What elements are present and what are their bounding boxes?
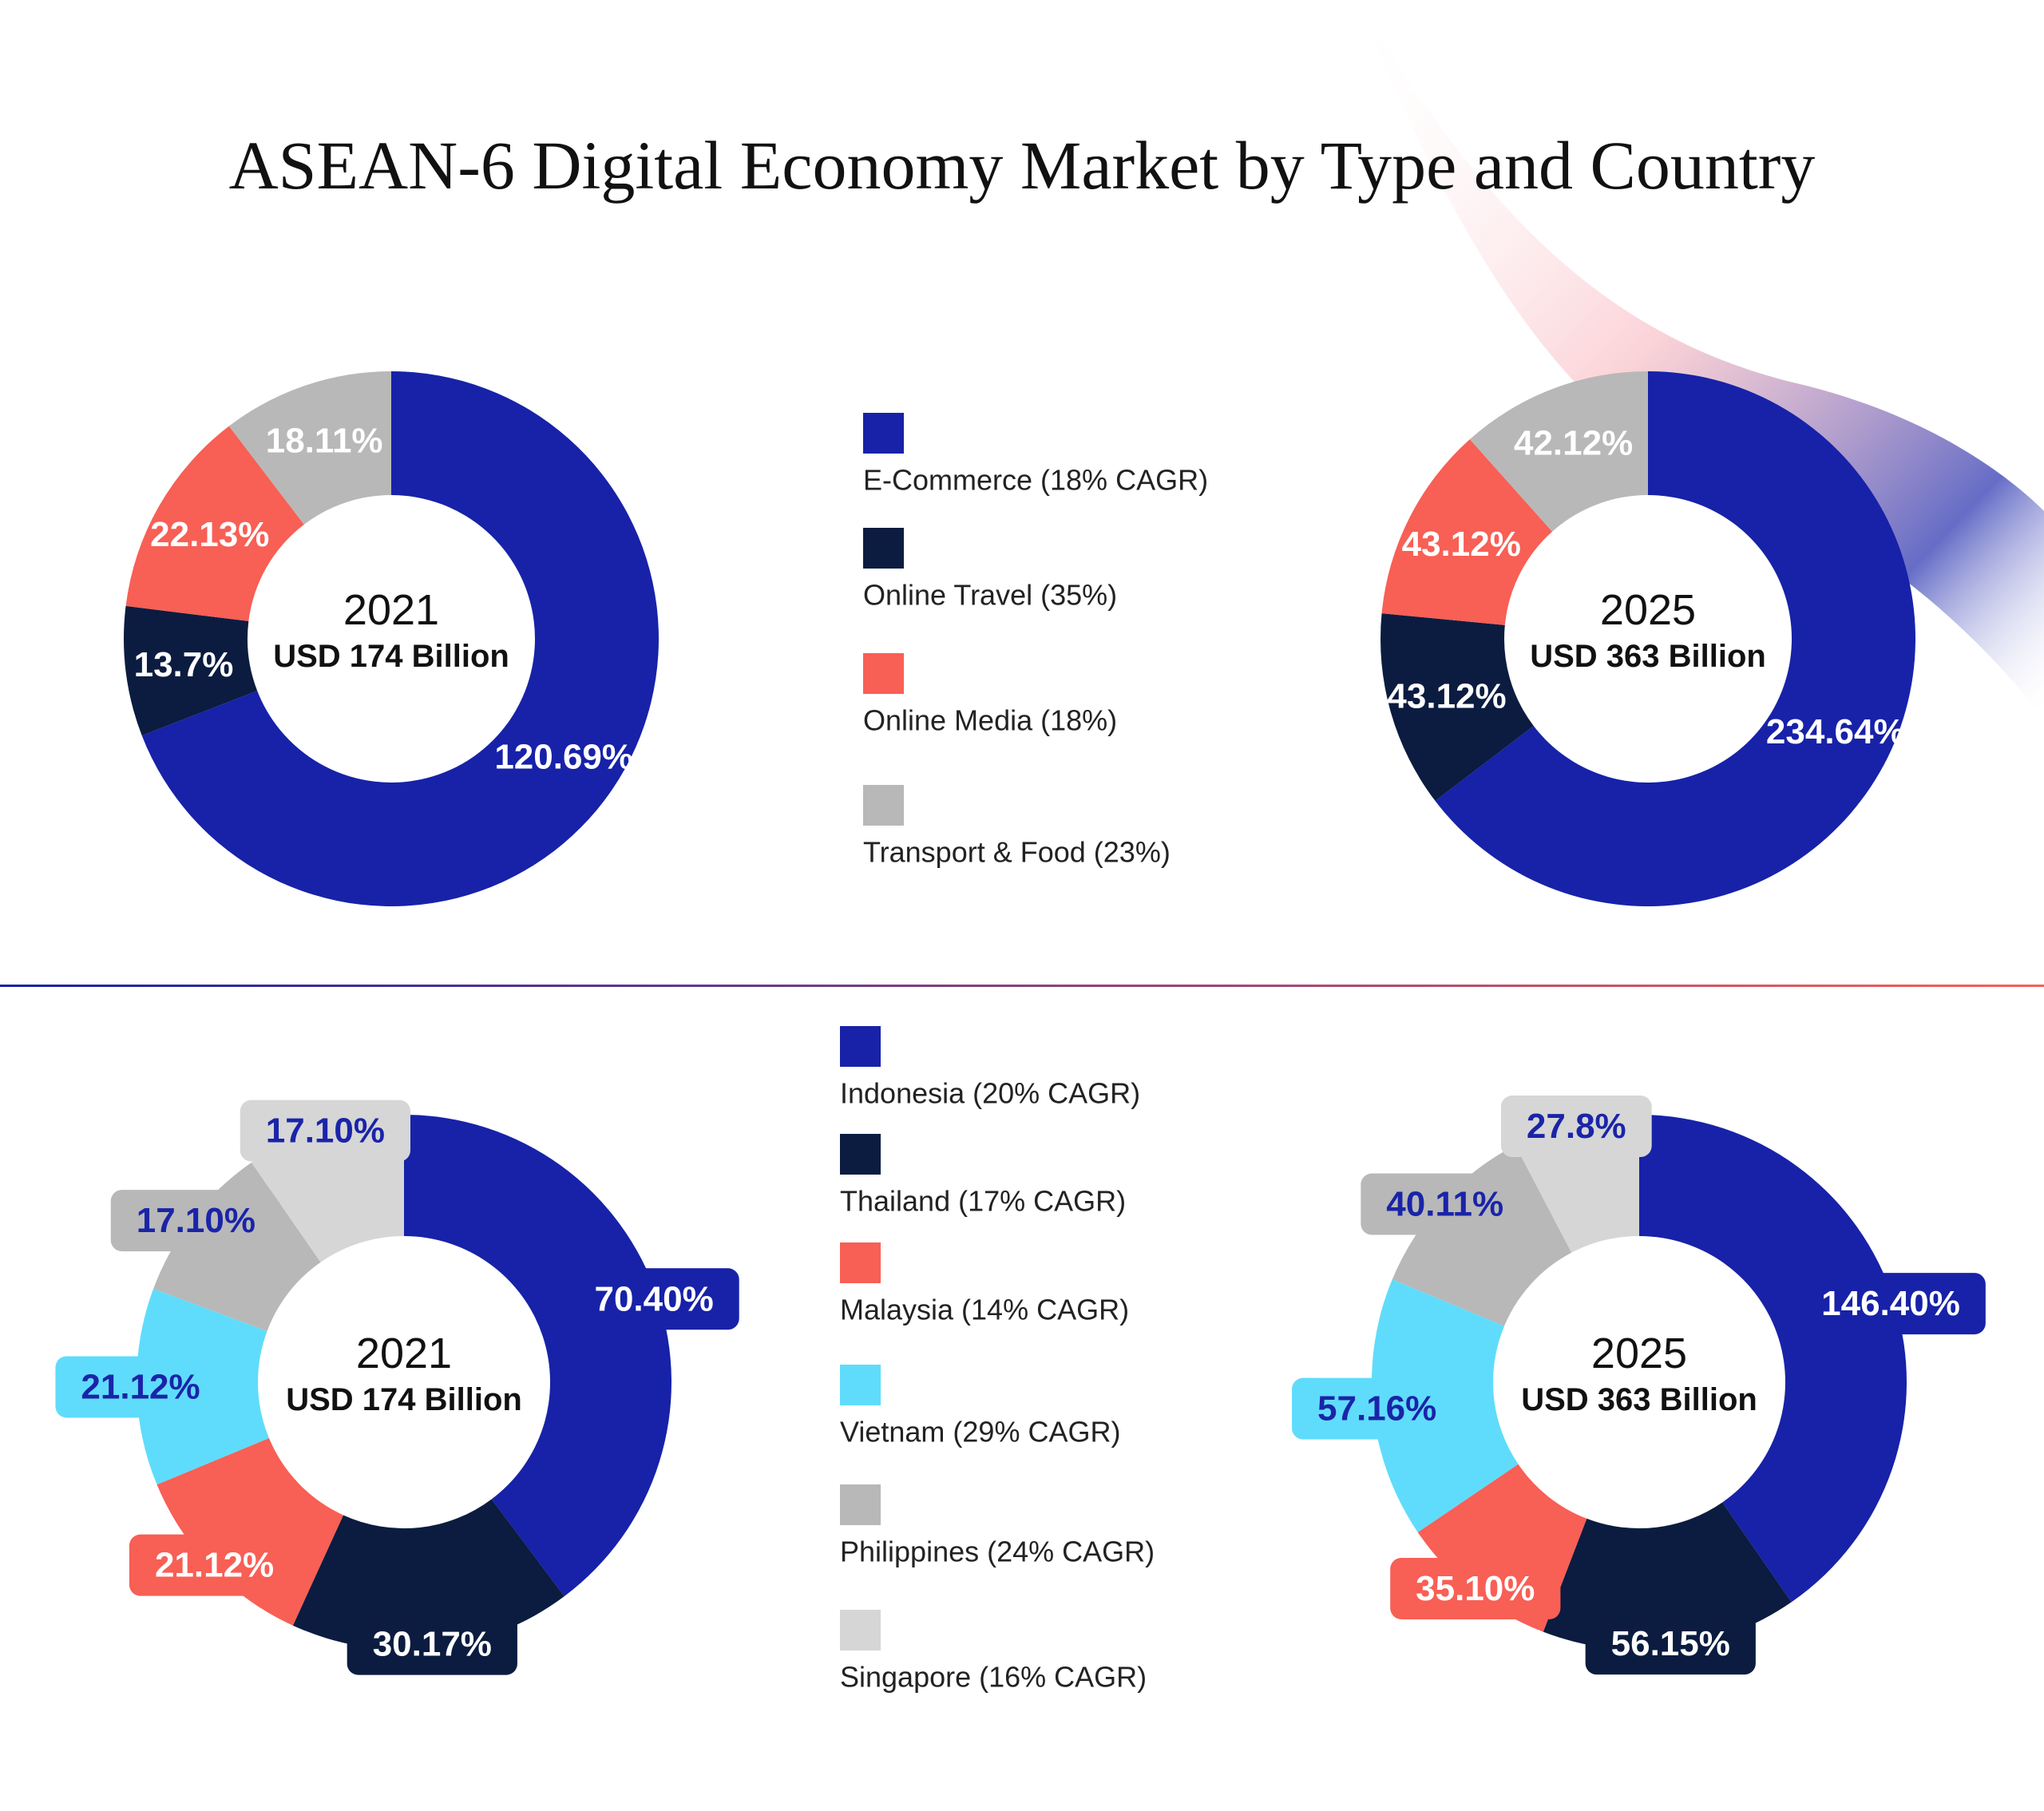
legend-label: Indonesia (20% CAGR) (840, 1077, 1140, 1110)
value-label: 21.12% (155, 1546, 274, 1585)
value-label-group: 13.7% (134, 645, 234, 684)
value-label: 27.8% (1527, 1107, 1626, 1146)
value-label: 234.64% (1766, 712, 1905, 751)
donut-slice (1380, 613, 1534, 802)
donut-slice (125, 426, 304, 621)
center-subtitle: USD 363 Billion (1521, 1382, 1757, 1417)
value-label-group: 234.64% (1766, 712, 1905, 751)
legend-label: Singapore (16% CAGR) (840, 1661, 1147, 1694)
value-label: 70.40% (594, 1279, 713, 1318)
value-label: 30.17% (373, 1625, 492, 1664)
legend-swatch (840, 1484, 881, 1525)
legend-swatch (863, 413, 904, 454)
legend-swatch (840, 1610, 881, 1651)
page-title: ASEAN-6 Digital Economy Market by Type a… (229, 127, 1816, 204)
donut-slice (1543, 1502, 1792, 1650)
value-label-group: 30.17% (347, 1613, 517, 1675)
value-label-group: 35.10% (1390, 1557, 1561, 1619)
center-title: 2025 (1591, 1330, 1687, 1377)
value-label-group: 43.12% (1402, 525, 1521, 564)
value-label: 57.16% (1317, 1389, 1436, 1429)
value-label-group: 42.12% (1514, 424, 1633, 463)
value-label-group: 120.69% (494, 738, 633, 777)
value-label-group: 17.10% (110, 1190, 281, 1252)
value-label-box (129, 1534, 300, 1596)
value-label-group: 21.12% (55, 1356, 226, 1418)
legend-swatch (863, 528, 904, 569)
value-label: 120.69% (494, 738, 633, 777)
legend-swatch (840, 1242, 881, 1283)
value-label-box (1796, 1273, 1986, 1335)
donut-slice (292, 1499, 564, 1651)
value-label-group: 22.13% (150, 515, 269, 554)
value-label: 21.12% (81, 1367, 200, 1406)
value-label: 42.12% (1514, 424, 1633, 463)
center-subtitle: USD 174 Billion (273, 639, 509, 674)
donut-slice (404, 1115, 672, 1597)
legend-label: Transport & Food (23%) (863, 836, 1171, 869)
value-label-group: 43.12% (1387, 676, 1506, 715)
center-title: 2025 (1600, 586, 1696, 634)
value-label: 17.10% (137, 1201, 256, 1240)
value-label-box (1292, 1377, 1463, 1440)
legend-label: Thailand (17% CAGR) (840, 1185, 1126, 1218)
center-title: 2021 (356, 1330, 452, 1377)
donut-slice (1469, 371, 1648, 532)
center-title: 2021 (343, 586, 439, 634)
legend-label: Online Media (18%) (863, 704, 1117, 737)
donut-slice (1381, 439, 1553, 625)
legend-swatch (863, 785, 904, 826)
donut-slice (1435, 371, 1915, 906)
value-label: 35.10% (1416, 1569, 1535, 1608)
legend-swatch (840, 1365, 881, 1405)
legend-swatch (840, 1026, 881, 1067)
value-label: 40.11% (1386, 1185, 1503, 1224)
value-label-box (347, 1613, 517, 1675)
value-label: 56.15% (1611, 1624, 1730, 1663)
donut-slice (123, 605, 258, 736)
value-label-box (1585, 1613, 1756, 1675)
value-label-group: 21.12% (129, 1534, 300, 1596)
value-label: 17.10% (266, 1112, 385, 1151)
value-label-group: 27.8% (1500, 1096, 1652, 1158)
donut-slice (228, 371, 391, 525)
center-subtitle: USD 174 Billion (286, 1382, 522, 1417)
donut-slice (1639, 1115, 1907, 1603)
value-label-group: 40.11% (1361, 1173, 1530, 1235)
legend-label: Vietnam (29% CAGR) (840, 1416, 1120, 1448)
divider (0, 985, 2044, 987)
value-label-box (55, 1356, 226, 1418)
value-label: 146.40% (1821, 1284, 1960, 1323)
value-label-box (110, 1190, 281, 1252)
value-label: 22.13% (150, 515, 269, 554)
value-label-box (1361, 1173, 1530, 1235)
legend-label: Online Travel (35%) (863, 579, 1117, 612)
value-label-group: 70.40% (568, 1268, 739, 1330)
value-label-group: 56.15% (1585, 1613, 1756, 1675)
legend-label: Philippines (24% CAGR) (840, 1536, 1155, 1568)
value-label-box (1390, 1557, 1561, 1619)
value-label: 43.12% (1402, 525, 1521, 564)
legend-swatch (863, 653, 904, 694)
value-label: 18.11% (266, 421, 383, 460)
value-label-group: 18.11% (266, 421, 383, 460)
value-label: 43.12% (1387, 676, 1506, 715)
center-subtitle: USD 363 Billion (1530, 639, 1766, 674)
value-label-group: 57.16% (1292, 1377, 1463, 1440)
value-label-box (1500, 1096, 1652, 1158)
value-label-box (240, 1100, 410, 1162)
value-label-group: 146.40% (1796, 1273, 1986, 1335)
value-label-group: 17.10% (240, 1100, 410, 1162)
legend-swatch (840, 1134, 881, 1175)
donut-slice (141, 371, 659, 906)
value-label: 13.7% (134, 645, 234, 684)
value-label-box (568, 1268, 739, 1330)
legend-label: E-Commerce (18% CAGR) (863, 464, 1208, 497)
legend-label: Malaysia (14% CAGR) (840, 1294, 1129, 1326)
